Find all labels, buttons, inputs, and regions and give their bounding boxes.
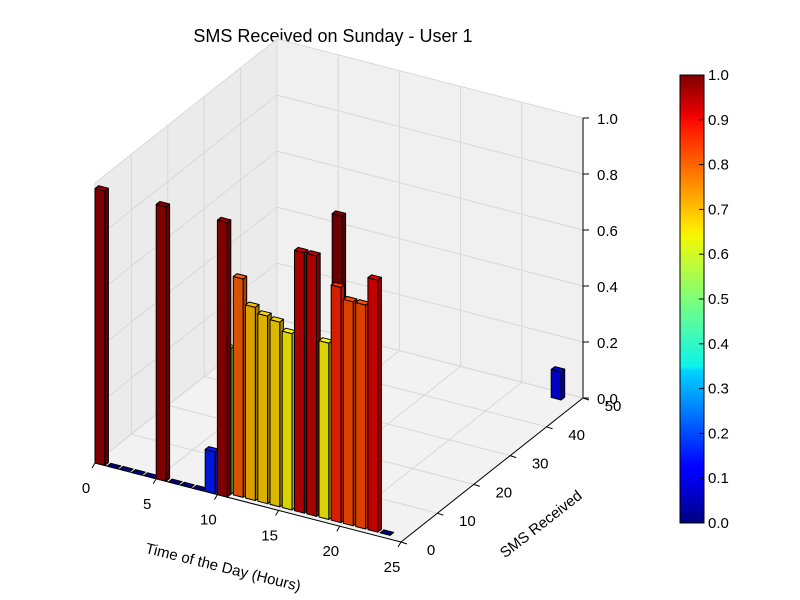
bar <box>131 469 146 476</box>
grid-line-z <box>94 206 584 352</box>
bars-group <box>94 185 566 536</box>
bar <box>216 216 232 498</box>
bar <box>245 301 260 502</box>
bar <box>94 185 109 466</box>
bar <box>281 327 297 511</box>
grid-line-z <box>94 150 584 296</box>
grid-line-z <box>94 94 584 240</box>
y-tick-mark <box>473 483 480 487</box>
colorbar-tick-label: 0.3 <box>708 381 729 398</box>
bar <box>355 299 370 530</box>
colorbar-tick-label: 0.0 <box>708 515 729 532</box>
bar <box>180 481 195 489</box>
x-tick-label: 0 <box>82 480 90 497</box>
colorbar-tick-label: 0.6 <box>708 246 729 263</box>
x-axis-label: Time of the Day (Hours) <box>144 540 303 595</box>
colorbar-ticks: 0.0 0.1 0.2 0.3 0.4 0.5 0.6 0.7 0.8 0.9 1.0 <box>699 67 729 532</box>
bar <box>167 478 183 485</box>
y-tick-mark <box>437 512 444 516</box>
x-tick-label: 15 <box>261 527 278 544</box>
tick-labels: 0 5 10 15 20 25 0 10 20 30 40 500.0 0.2 0.4 0.6 0.8 1.0 <box>82 111 622 576</box>
y-tick-mark <box>510 455 517 459</box>
x-tick-mark <box>213 494 218 500</box>
colorbar-tick-label: 1.0 <box>708 67 729 84</box>
z-tick-label: 0.0 <box>597 391 618 408</box>
x-tick-label: 10 <box>200 512 217 529</box>
colorbar-tick-label: 0.8 <box>708 157 729 174</box>
z-tick-label: 1.0 <box>597 111 618 128</box>
y-tick-label: 30 <box>532 456 549 473</box>
x-tick-mark <box>275 510 280 516</box>
bar <box>330 281 346 524</box>
y-tick-label: 50 <box>605 398 622 415</box>
x-tick-label: 20 <box>322 543 339 560</box>
x-tick-mark <box>91 462 96 469</box>
z-tick-label: 0.4 <box>597 279 618 296</box>
colorbar-tick-label: 0.7 <box>708 201 729 218</box>
grid-line-z <box>94 38 584 184</box>
y-tick-label: 0 <box>427 542 435 559</box>
y-tick-label: 10 <box>459 513 476 530</box>
chart-title: SMS Received on Sunday - User 1 <box>193 26 472 46</box>
z-tick-label: 0.2 <box>597 335 618 352</box>
bar <box>306 250 321 517</box>
z-tick-label: 0.8 <box>597 167 618 184</box>
z-tick-label: 0.6 <box>597 223 618 240</box>
x-tick-mark <box>336 525 341 532</box>
y-axis-line <box>400 397 584 543</box>
y-tick-label: 40 <box>568 427 585 444</box>
grid-line-z <box>94 262 584 408</box>
colorbar-tick-label: 0.1 <box>708 470 729 487</box>
bar <box>106 462 122 470</box>
bar <box>204 446 220 495</box>
x-tick-mark <box>152 478 157 485</box>
bar <box>269 316 284 508</box>
bar <box>155 201 171 482</box>
colorbar-tick-label: 0.5 <box>708 291 729 308</box>
y-tick-mark <box>400 541 408 545</box>
x-tick-label: 25 <box>384 559 401 576</box>
bar <box>379 529 395 536</box>
bar <box>257 310 272 505</box>
bar <box>342 295 358 527</box>
x-tick-mark <box>397 541 402 548</box>
bar <box>318 337 333 520</box>
bar <box>550 366 566 401</box>
colorbar-tick-label: 0.9 <box>708 112 729 129</box>
bar <box>232 273 248 498</box>
left-pane <box>95 39 277 463</box>
y-tick-mark <box>546 426 553 430</box>
y-tick-label: 20 <box>495 484 512 501</box>
bar <box>294 246 309 514</box>
bar <box>119 465 134 473</box>
colorbar-tick-label: 0.2 <box>708 425 729 442</box>
colorbar-tick-label: 0.4 <box>708 336 729 353</box>
bar <box>367 274 382 533</box>
x-tick-label: 5 <box>143 496 151 513</box>
